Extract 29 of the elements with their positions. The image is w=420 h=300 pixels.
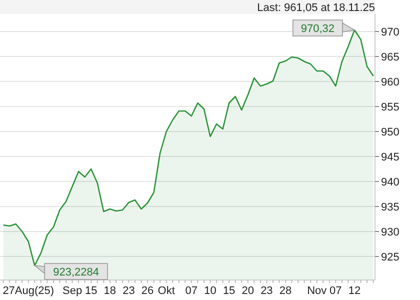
x-tick-label: 27Aug(25) — [2, 285, 54, 297]
x-tick-label: 12 — [348, 285, 361, 297]
x-tick-label: Sep — [62, 285, 82, 297]
x-tick-label: 23 — [122, 285, 135, 297]
x-tick-label: 26 — [141, 285, 154, 297]
x-tick-label: 18 — [104, 285, 116, 297]
x-tick-label: 07 — [185, 285, 198, 297]
y-tick-label: 930 — [381, 226, 400, 238]
y-tick-label: 970 — [381, 26, 400, 38]
x-tick-label: Nov — [307, 285, 328, 297]
x-tick-label: 10 — [204, 285, 216, 297]
y-tick-label: 955 — [381, 102, 400, 114]
x-tick-label: 23 — [260, 285, 273, 297]
y-tick-label: 950 — [381, 126, 400, 138]
chart-title: Last: 961,05 at 18.11.25 — [257, 2, 375, 14]
y-tick-label: 925 — [381, 252, 400, 264]
x-tick-label: Okt — [158, 285, 175, 297]
annotation: 970,32 — [300, 23, 335, 35]
y-tick-label: 960 — [381, 76, 400, 88]
y-tick-label: 965 — [381, 52, 400, 64]
y-tick-label: 945 — [381, 152, 400, 164]
annotation: 923,2284 — [53, 266, 99, 278]
x-tick-label: 07 — [330, 285, 342, 297]
x-tick-label: 15 — [84, 285, 98, 297]
x-tick-label: 28 — [279, 285, 292, 297]
x-tick-label: 20 — [242, 285, 254, 297]
y-tick-label: 940 — [381, 176, 400, 188]
y-tick-label: 935 — [381, 202, 400, 214]
x-tick-label: 15 — [222, 285, 236, 297]
